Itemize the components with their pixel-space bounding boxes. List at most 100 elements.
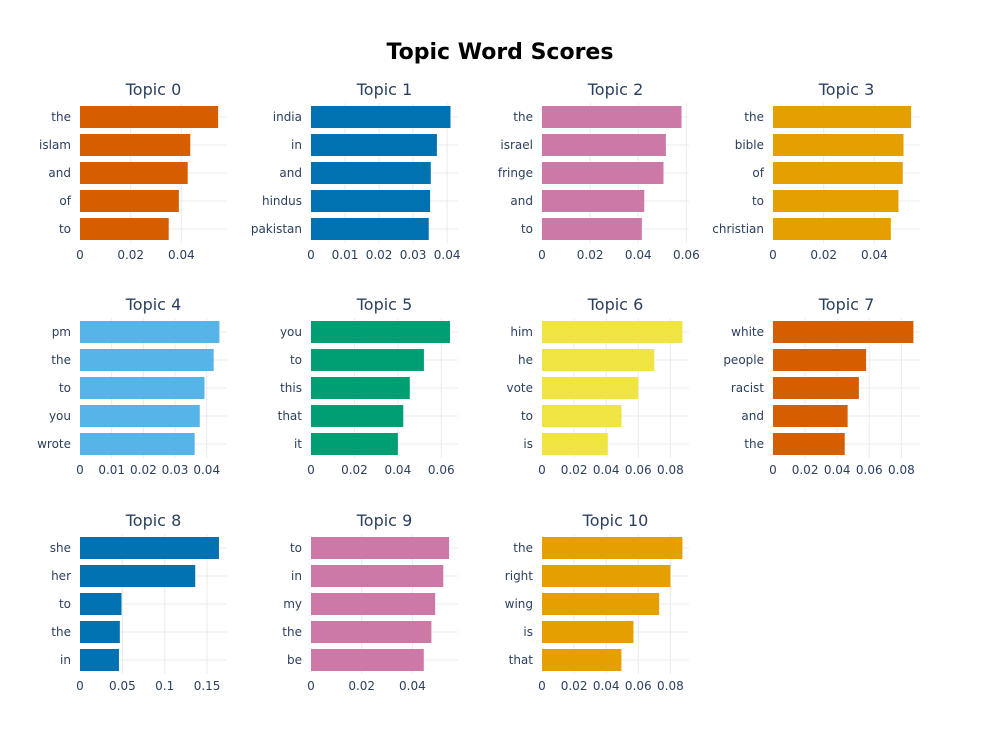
bar-in [311,134,437,156]
bar-india [311,106,451,128]
x-tick-label: 0.02 [792,463,819,477]
x-tick-label: 0.15 [194,679,221,693]
bar-to [311,537,450,559]
category-label: my [283,597,302,611]
x-tick-label: 0.02 [341,463,368,477]
x-tick-label: 0.04 [193,463,220,477]
x-tick-label: 0.04 [861,248,888,262]
subplot-topic-6: Topic 6 him he vote to is 0 0.02 0.04 0.06 0.08 [506,295,689,477]
bar-racist [773,377,859,399]
x-tick-label: 0.08 [888,463,915,477]
bar-him [542,321,683,343]
x-tick-label: 0.06 [428,463,455,477]
bar-of [80,190,179,212]
subplot-title: Topic 0 [125,80,182,99]
bar-wing [542,593,660,615]
bar-the [311,621,432,643]
x-tick-label: 0.02 [577,248,604,262]
category-label: the [513,110,533,124]
x-tick-label: 0.03 [400,248,427,262]
x-tick-label: 0.06 [625,679,652,693]
x-tick-label: 0 [307,248,315,262]
subplot-title: Topic 2 [587,80,644,99]
category-label: wing [505,597,533,611]
subplot-title: Topic 3 [818,80,875,99]
category-label: that [278,409,303,423]
x-tick-label: 0.04 [593,463,620,477]
bar-that [311,405,404,427]
bar-the [80,621,120,643]
x-tick-label: 0.04 [384,463,411,477]
category-label: in [291,569,302,583]
bar-be [311,649,424,671]
bar-to [311,349,424,371]
category-label: of [59,194,71,208]
bar-to [80,377,205,399]
bar-and [80,162,188,184]
x-tick-label: 0.04 [168,248,195,262]
category-label: pm [52,325,71,339]
category-label: you [49,409,71,423]
category-label: christian [712,222,764,236]
x-tick-label: 0 [76,679,84,693]
bar-she [80,537,219,559]
subplot-topic-3: Topic 3 the bible of to christian 0 0.02 0.04 [712,80,920,262]
category-label: islam [39,138,71,152]
x-tick-label: 0.04 [593,679,620,693]
category-label: pakistan [251,222,302,236]
subplot-topic-7: Topic 7 white people racist and the 0 0.02 0.04 0… [723,295,920,477]
category-label: to [752,194,764,208]
x-tick-label: 0.08 [657,679,684,693]
x-tick-label: 0.02 [348,679,375,693]
x-tick-label: 0.01 [332,248,359,262]
bar-right [542,565,671,587]
bar-my [311,593,436,615]
category-label: the [513,541,533,555]
category-label: of [752,166,764,180]
category-label: the [51,353,71,367]
bar-of [773,162,903,184]
category-label: is [523,437,533,451]
bar-he [542,349,655,371]
x-tick-label: 0.02 [561,679,588,693]
x-tick-label: 0 [769,463,777,477]
category-label: it [294,437,302,451]
bar-the [80,349,214,371]
bar-the [80,106,219,128]
bar-white [773,321,914,343]
bar-the [773,106,912,128]
bar-you [311,321,450,343]
category-label: be [287,653,302,667]
category-label: racist [731,381,764,395]
category-label: and [510,194,533,208]
category-label: in [291,138,302,152]
bar-and [773,405,848,427]
bar-her [80,565,196,587]
x-tick-label: 0 [538,463,546,477]
category-label: israel [500,138,533,152]
subplot-topic-9: Topic 9 to in my the be 0 0.02 0.04 [282,511,458,693]
bar-vote [542,377,639,399]
x-tick-label: 0 [307,679,315,693]
x-tick-label: 0 [76,248,84,262]
bar-in [311,565,444,587]
subplot-title: Topic 9 [356,511,413,530]
bar-fringe [542,162,664,184]
category-label: you [280,325,302,339]
category-label: india [273,110,302,124]
subplot-topic-10: Topic 10 the right wing is that 0 0.02 0.04 0.06 0… [505,511,689,693]
category-label: vote [506,381,533,395]
subplot-title: Topic 6 [587,295,644,314]
category-label: to [59,597,71,611]
category-label: white [731,325,764,339]
x-tick-label: 0.1 [155,679,174,693]
subplot-title: Topic 7 [818,295,875,314]
bar-wrote [80,433,195,455]
category-label: hindus [262,194,302,208]
category-label: to [59,222,71,236]
bar-islam [80,134,191,156]
category-label: to [59,381,71,395]
category-label: he [518,353,533,367]
bar-pakistan [311,218,429,240]
